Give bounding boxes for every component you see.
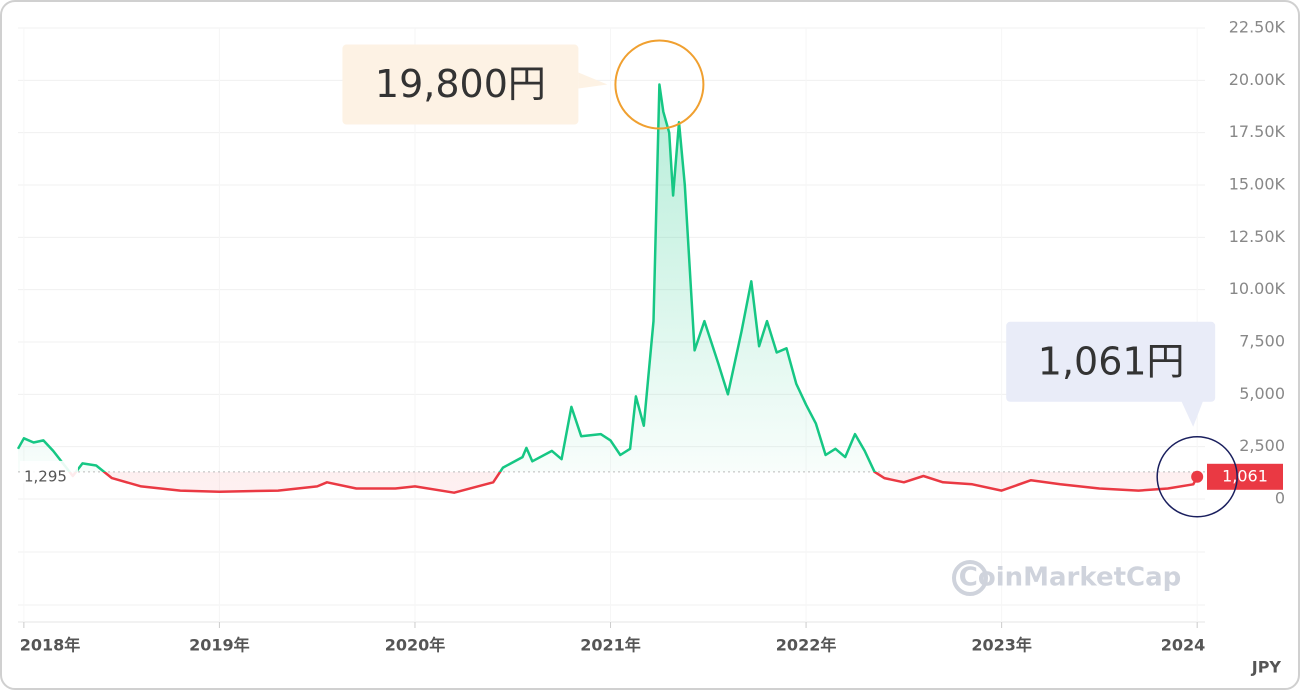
y-tick-label: 20.00K: [1229, 70, 1286, 89]
x-tick-label: 2019年: [189, 636, 250, 655]
y-tick-label: 7,500: [1239, 332, 1285, 351]
peak-callout-pointer: [578, 72, 608, 89]
currency-label: JPY: [1251, 658, 1282, 677]
last-callout: [1006, 321, 1216, 402]
x-tick-label: 2022年: [776, 636, 837, 655]
peak-callout-text: 19,800円: [375, 62, 546, 106]
last-point: [1191, 470, 1204, 483]
baseline-label: 1,295: [24, 467, 67, 485]
last-callout-text: 1,061円: [1038, 339, 1185, 383]
y-tick-label: 0: [1275, 489, 1285, 508]
baseline-label-bg: [20, 460, 78, 483]
x-tick-label: 2021年: [580, 636, 641, 655]
y-tick-label: 12.50K: [1229, 227, 1286, 246]
watermark: CoinMarketCap: [959, 563, 1182, 593]
last-price-label: 1,061: [1222, 466, 1268, 485]
x-tick-label: 2018年: [20, 636, 81, 655]
last-callout-pointer: [1181, 400, 1204, 427]
y-tick-label: 15.00K: [1229, 175, 1286, 194]
x-tick-label: 2023年: [971, 636, 1032, 655]
y-tick-label: 2,500: [1239, 436, 1285, 455]
y-tick-label: 17.50K: [1229, 122, 1286, 141]
last-highlight: [1156, 436, 1238, 518]
watermark-logo: [952, 560, 988, 596]
y-tick-label: 5,000: [1239, 384, 1285, 403]
peak-callout: [342, 44, 579, 125]
x-tick-label: 2020年: [385, 636, 446, 655]
y-tick-label: 22.50K: [1229, 18, 1286, 37]
y-tick-label: 10.00K: [1229, 279, 1286, 298]
x-tick-label: 2024: [1161, 636, 1206, 655]
price-line: [16, 83, 1199, 494]
last-price-box: [1207, 463, 1283, 490]
peak-highlight: [614, 39, 705, 130]
